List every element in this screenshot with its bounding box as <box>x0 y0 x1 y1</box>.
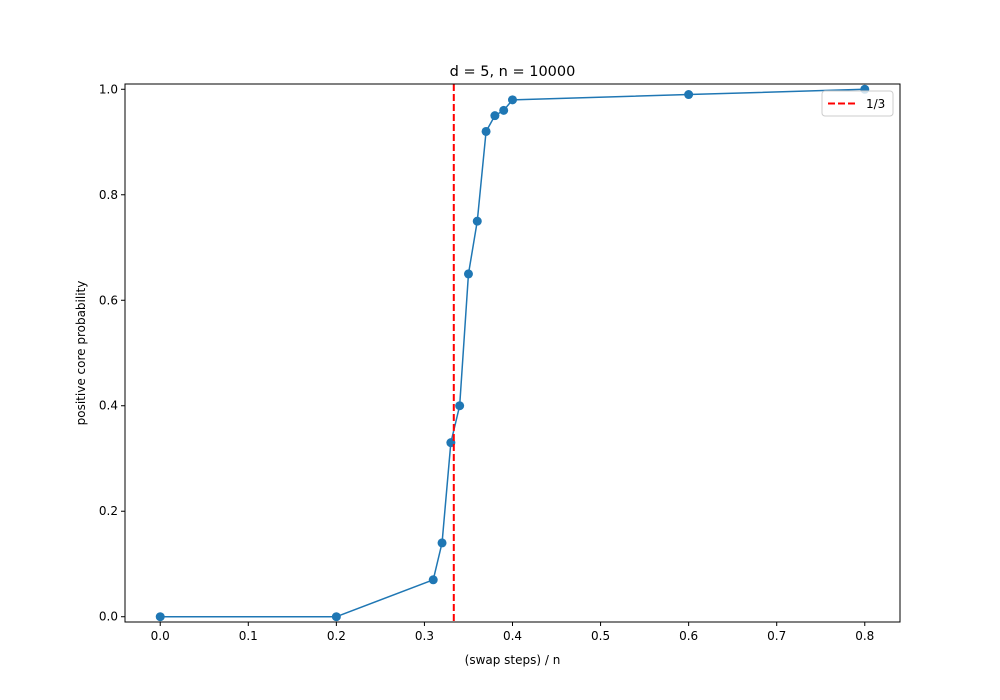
y-axis-ticks: 0.0 0.2 0.4 0.6 0.8 1.0 <box>99 82 125 624</box>
y-tick-label: 1.0 <box>99 82 118 96</box>
plot-area <box>125 84 900 622</box>
x-tick-label: 0.8 <box>855 629 874 643</box>
x-tick-label: 0.3 <box>415 629 434 643</box>
data-point <box>508 95 517 105</box>
y-tick-label: 0.4 <box>99 399 118 413</box>
y-axis-label: positive core probability <box>74 281 88 426</box>
x-tick-label: 0.2 <box>327 629 346 643</box>
data-point <box>499 105 509 115</box>
data-point <box>481 126 491 136</box>
y-tick-label: 0.0 <box>99 610 118 624</box>
legend-box <box>821 90 894 117</box>
x-tick-label: 0.6 <box>679 629 698 643</box>
data-point <box>463 269 473 279</box>
data-point <box>437 538 447 548</box>
data-point <box>490 111 500 121</box>
x-tick-label: 0.0 <box>151 629 170 643</box>
x-tick-label: 0.1 <box>239 629 258 643</box>
series-group <box>155 84 870 622</box>
x-tick-label: 0.5 <box>591 629 610 643</box>
data-point <box>472 216 482 226</box>
y-tick-label: 0.6 <box>99 293 118 307</box>
legend-label-1-3: 1/3 <box>866 97 885 111</box>
data-point <box>155 612 165 622</box>
x-axis-ticks: 0.0 0.1 0.2 0.3 0.4 0.5 0.6 0.7 0.8 <box>151 622 874 643</box>
y-tick-label: 0.8 <box>99 188 118 202</box>
data-point <box>684 90 694 100</box>
legend: 1/3 <box>821 90 894 117</box>
data-layer <box>155 84 870 622</box>
data-point <box>455 401 465 411</box>
data-point <box>331 612 341 622</box>
chart-title: d = 5, n = 10000 <box>450 64 576 80</box>
x-tick-label: 0.7 <box>767 629 786 643</box>
x-tick-label: 0.4 <box>503 629 522 643</box>
data-point <box>428 575 438 585</box>
y-tick-label: 0.2 <box>99 504 118 518</box>
x-axis-label: (swap steps) / n <box>465 653 561 667</box>
